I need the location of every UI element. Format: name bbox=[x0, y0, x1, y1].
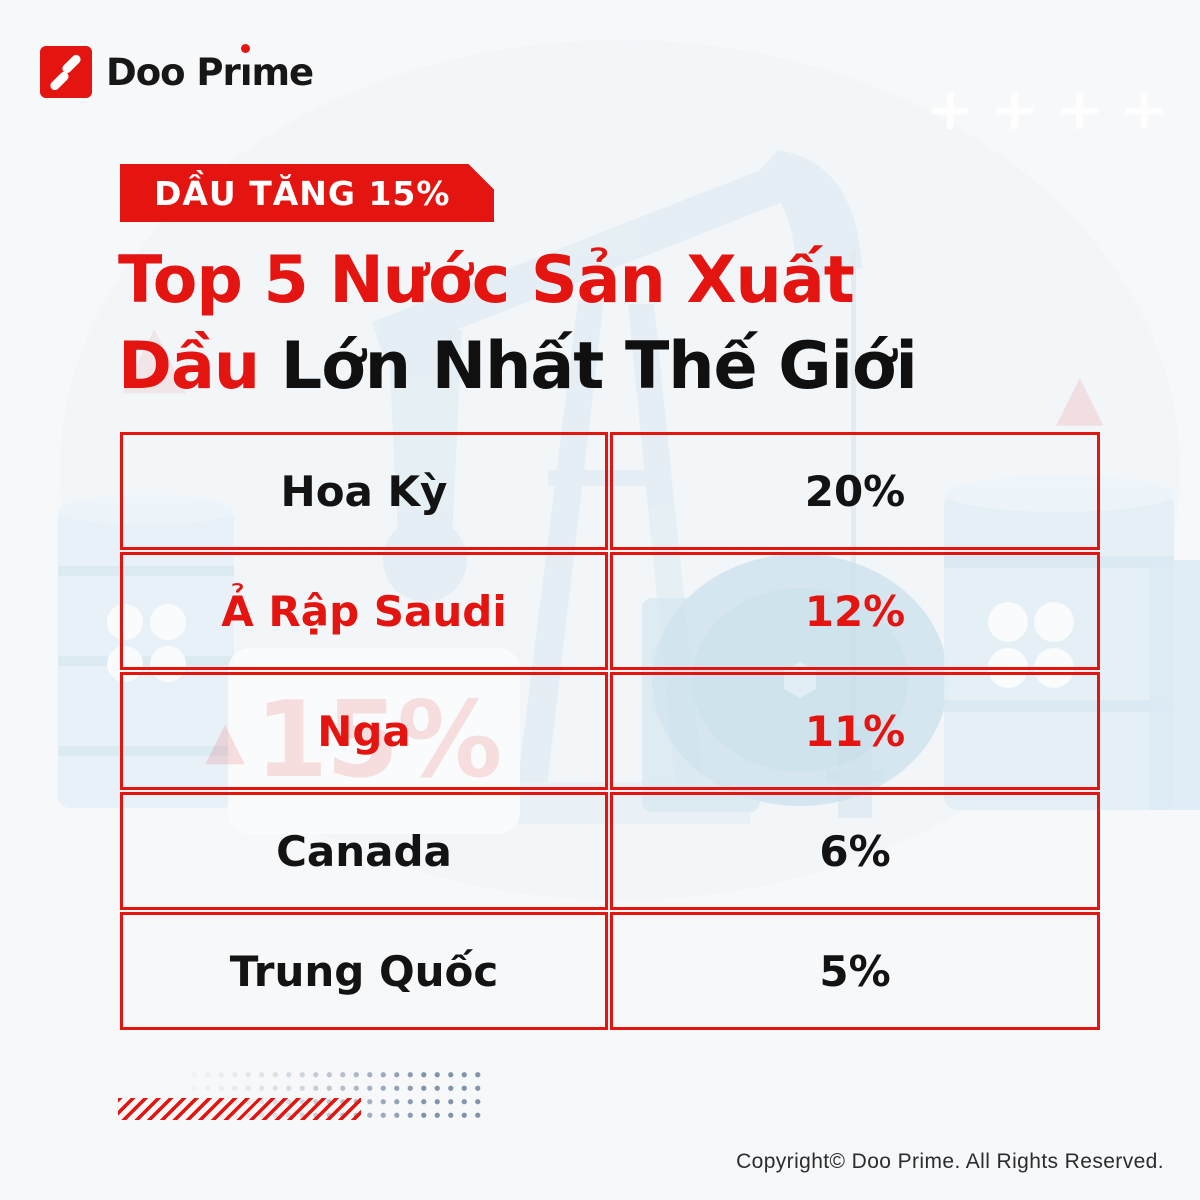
copyright-text: Copyright© Doo Prime. All Rights Reserve… bbox=[736, 1150, 1164, 1173]
red-stripes-decoration bbox=[118, 1098, 361, 1120]
country-cell: Ả Rập Saudi bbox=[120, 552, 608, 670]
page-title: Top 5 Nước Sản Xuất Dầu Lớn Nhất Thế Giớ… bbox=[118, 238, 918, 411]
up-arrow-watermark-icon: ▲ bbox=[122, 305, 187, 403]
production-share-table: Hoa Kỳ 20% Ả Rập Saudi 12% Nga 11% Canad… bbox=[120, 432, 1100, 1030]
share-cell: 11% bbox=[610, 672, 1100, 790]
title-line-2-accent: Dầu bbox=[118, 329, 260, 405]
left-oil-barrel bbox=[58, 495, 234, 808]
plus-icon: + bbox=[990, 75, 1040, 143]
plus-icon: + bbox=[1119, 75, 1169, 143]
right-oil-barrels bbox=[944, 476, 1200, 810]
background-15-percent-watermark: ▲ 15% bbox=[205, 679, 502, 801]
doo-prime-logo-icon bbox=[40, 46, 92, 98]
table-row: Hoa Kỳ 20% bbox=[120, 432, 1100, 550]
country-cell: Nga bbox=[120, 672, 608, 790]
brand-text: Doo Prıme bbox=[106, 50, 314, 94]
opec-logo-icon bbox=[988, 602, 1074, 688]
country-cell: Canada bbox=[120, 792, 608, 910]
table-row: Trung Quốc 5% bbox=[120, 912, 1100, 1030]
table-row: Nga 11% bbox=[120, 672, 1100, 790]
up-arrow-watermark-icon: ▲ bbox=[1056, 360, 1104, 433]
plus-marks-decoration: + + + + bbox=[926, 80, 1168, 138]
share-cell: 12% bbox=[610, 552, 1100, 670]
share-cell: 5% bbox=[610, 912, 1100, 1030]
title-line-1: Top 5 Nước Sản Xuất bbox=[118, 243, 855, 318]
country-cell: Trung Quốc bbox=[120, 912, 608, 1030]
title-line-2-rest: Lớn Nhất Thế Giới bbox=[259, 329, 918, 405]
oil-up-badge: DẦU TĂNG 15% bbox=[120, 164, 494, 222]
plus-icon: + bbox=[926, 75, 975, 143]
doo-prime-logo: Doo Prıme bbox=[40, 46, 314, 98]
up-triangle-icon: ▲ bbox=[205, 710, 245, 771]
center-oil-barrels bbox=[642, 554, 948, 812]
table-row: Ả Rập Saudi 12% bbox=[120, 552, 1100, 670]
table-row: Canada 6% bbox=[120, 792, 1100, 910]
share-cell: 6% bbox=[610, 792, 1100, 910]
country-cell: Hoa Kỳ bbox=[120, 432, 608, 550]
share-cell: 20% bbox=[610, 432, 1100, 550]
plus-icon: + bbox=[1055, 75, 1104, 143]
